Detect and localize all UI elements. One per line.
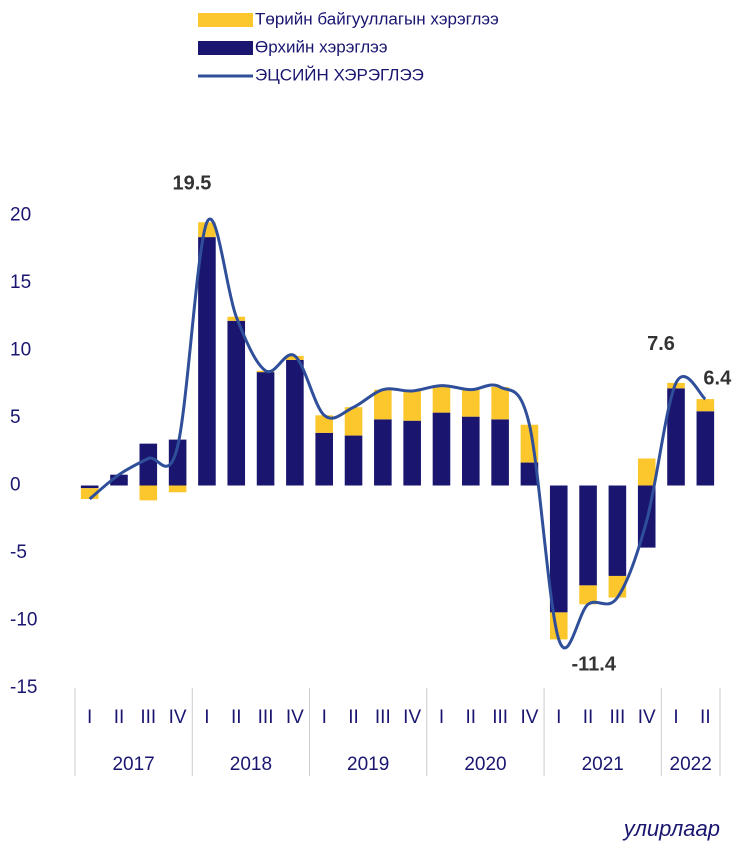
x-tick-label: IV	[520, 707, 538, 728]
bar	[256, 372, 275, 486]
bar	[168, 485, 187, 493]
y-tick-label: -15	[10, 677, 37, 698]
bar	[667, 388, 685, 486]
legend-label: Өрхийн хэрэглээ	[255, 37, 388, 56]
x-tick-label: II	[466, 707, 477, 728]
x-tick-label: IV	[169, 707, 187, 728]
x-tick-label: IV	[286, 707, 304, 728]
bar	[80, 488, 99, 499]
bar	[462, 389, 480, 417]
bar	[696, 411, 715, 486]
bar	[608, 485, 627, 576]
x-tick-label: III	[258, 707, 274, 728]
bar	[168, 439, 187, 486]
x-group-label: 2022	[670, 754, 712, 775]
x-tick-label: II	[348, 707, 359, 728]
bar	[139, 443, 158, 486]
bar	[403, 420, 421, 486]
bar	[520, 462, 539, 486]
bar	[579, 485, 597, 586]
bar	[227, 320, 246, 486]
data-label: 6.4	[703, 367, 732, 389]
x-tick-label: IV	[403, 707, 421, 728]
bar	[344, 407, 363, 436]
bar	[549, 485, 568, 613]
x-tick-label: IV	[638, 707, 656, 728]
bar	[110, 474, 128, 486]
x-tick-label: II	[583, 707, 594, 728]
legend-swatch	[198, 41, 253, 55]
x-tick-label: III	[140, 707, 156, 728]
y-tick-label: 15	[10, 272, 31, 293]
x-axis-label: улирлаар	[622, 816, 720, 841]
y-tick-label: 0	[10, 475, 21, 496]
x-group-label: 2017	[112, 754, 154, 775]
x-group-label: 2018	[230, 754, 272, 775]
bar	[198, 237, 216, 486]
x-tick-label: II	[700, 707, 711, 728]
x-tick-label: II	[231, 707, 242, 728]
data-label: -11.4	[572, 654, 617, 676]
bar	[315, 432, 333, 486]
x-group-label: 2021	[582, 754, 624, 775]
data-label: 7.6	[647, 333, 675, 355]
x-group-label: 2020	[464, 754, 506, 775]
legend-label: ЭЦСИЙН ХЭРЭГЛЭЭ	[255, 65, 424, 84]
bar	[491, 419, 509, 486]
y-tick-label: 5	[10, 407, 21, 428]
line	[88, 217, 707, 650]
bar	[344, 435, 363, 486]
bar	[80, 485, 99, 489]
data-label: 19.5	[172, 173, 211, 195]
bar	[139, 485, 158, 501]
x-tick-label: I	[439, 707, 444, 728]
bar	[696, 399, 715, 412]
y-tick-label: 10	[10, 340, 31, 361]
x-tick-label: I	[322, 707, 327, 728]
x-tick-label: II	[114, 707, 125, 728]
bar	[432, 385, 451, 413]
x-tick-label: III	[375, 707, 391, 728]
bar	[491, 386, 509, 420]
bar	[403, 391, 421, 421]
x-tick-label: III	[492, 707, 508, 728]
y-tick-label: -10	[10, 610, 37, 631]
x-group-label: 2019	[347, 754, 389, 775]
bar	[637, 458, 656, 486]
y-tick-label: 20	[10, 205, 31, 226]
x-tick-label: I	[556, 707, 561, 728]
bar	[374, 389, 392, 420]
legend-label: Төрийн байгууллагын хэрэглээ	[255, 9, 499, 28]
bar	[432, 412, 451, 486]
y-tick-label: -5	[10, 542, 27, 563]
bar	[579, 585, 597, 605]
x-tick-label: III	[609, 707, 625, 728]
x-tick-label: I	[204, 707, 209, 728]
bar	[315, 415, 333, 433]
x-tick-label: I	[673, 707, 678, 728]
legend-swatch	[198, 13, 253, 27]
x-tick-label: I	[87, 707, 92, 728]
bar	[462, 416, 480, 486]
bar	[286, 359, 304, 486]
bar	[374, 419, 392, 486]
